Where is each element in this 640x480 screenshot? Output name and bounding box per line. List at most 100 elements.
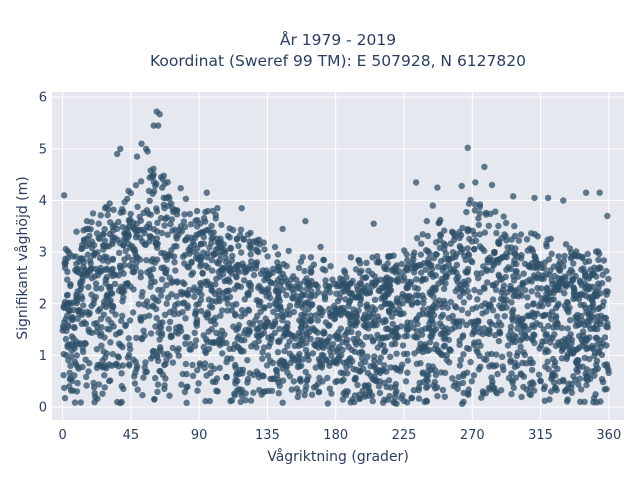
data-point	[62, 245, 69, 253]
data-point	[562, 274, 569, 282]
data-point	[521, 330, 528, 338]
data-point	[598, 376, 606, 383]
data-point	[386, 286, 394, 294]
data-point	[291, 356, 298, 364]
data-point	[333, 283, 341, 290]
data-point	[150, 294, 157, 301]
data-point	[267, 375, 274, 383]
data-point	[411, 350, 418, 357]
data-point	[494, 313, 501, 320]
data-point	[439, 386, 447, 394]
data-point	[568, 384, 575, 392]
data-point	[226, 234, 233, 241]
data-point	[127, 283, 134, 290]
data-point	[112, 311, 119, 318]
data-point	[478, 270, 485, 277]
data-point	[79, 274, 86, 282]
data-point	[181, 260, 188, 267]
data-point	[465, 252, 473, 259]
data-point	[223, 288, 230, 295]
data-point	[224, 355, 231, 362]
data-point	[310, 384, 318, 391]
data-point	[324, 374, 331, 382]
data-point	[605, 275, 612, 283]
data-point	[67, 362, 74, 369]
data-point	[598, 280, 606, 287]
data-point	[465, 386, 472, 393]
data-point	[433, 251, 440, 258]
data-point	[149, 303, 157, 310]
data-point	[560, 197, 567, 204]
data-point	[295, 388, 302, 396]
data-point	[601, 334, 609, 341]
data-point	[81, 339, 88, 347]
data-point	[407, 319, 415, 326]
data-point	[62, 255, 69, 262]
y-tick-labels: 0 1 2 3 4 5 6	[39, 91, 47, 416]
data-point	[403, 284, 410, 292]
data-point	[508, 390, 515, 398]
data-point	[131, 373, 138, 380]
data-point	[302, 217, 309, 225]
data-point	[157, 346, 164, 353]
data-point	[166, 195, 173, 202]
data-point	[132, 182, 140, 189]
data-point	[369, 279, 376, 286]
y-tick-label: 6	[39, 91, 47, 106]
data-point	[449, 229, 457, 236]
data-point	[511, 359, 519, 366]
data-point	[552, 342, 560, 350]
data-point	[134, 203, 141, 210]
data-point	[528, 246, 536, 253]
data-point	[119, 343, 126, 351]
data-point	[64, 291, 71, 299]
data-point	[360, 365, 367, 373]
data-point	[130, 268, 138, 276]
data-point	[380, 342, 387, 349]
data-point	[264, 253, 271, 260]
data-point	[276, 337, 283, 344]
data-point	[283, 291, 290, 299]
data-point	[303, 299, 310, 306]
data-point	[254, 312, 261, 319]
data-point	[125, 232, 132, 239]
data-point	[195, 230, 203, 238]
data-point	[307, 316, 314, 324]
data-point	[91, 390, 98, 397]
data-point	[369, 254, 376, 261]
data-point	[124, 253, 132, 261]
data-point	[312, 364, 319, 371]
data-point	[595, 256, 602, 263]
data-point	[328, 345, 336, 352]
data-point	[177, 185, 184, 192]
data-point	[381, 348, 388, 355]
data-point	[63, 276, 71, 283]
data-point	[217, 337, 224, 344]
data-point	[158, 276, 166, 283]
data-point	[144, 148, 151, 155]
data-point	[416, 344, 423, 352]
data-point	[570, 373, 577, 380]
data-point	[356, 349, 363, 357]
data-point	[210, 229, 217, 236]
data-point	[276, 264, 283, 271]
data-point	[254, 333, 262, 340]
data-point	[65, 306, 72, 314]
data-point	[560, 257, 568, 265]
data-point	[504, 342, 512, 349]
data-point	[273, 367, 280, 374]
data-point	[316, 304, 323, 312]
data-point	[520, 349, 527, 356]
data-point	[322, 282, 329, 289]
data-point	[486, 254, 493, 261]
data-point	[408, 294, 416, 302]
data-point	[267, 278, 274, 286]
x-tick-labels: 0 45 90 135 180 225 270 315 360	[58, 428, 621, 443]
data-point	[256, 386, 263, 394]
data-point	[226, 345, 233, 352]
data-point	[377, 369, 384, 377]
data-point	[352, 318, 359, 325]
data-point	[237, 346, 244, 353]
data-point	[133, 260, 140, 267]
data-point	[74, 288, 81, 295]
